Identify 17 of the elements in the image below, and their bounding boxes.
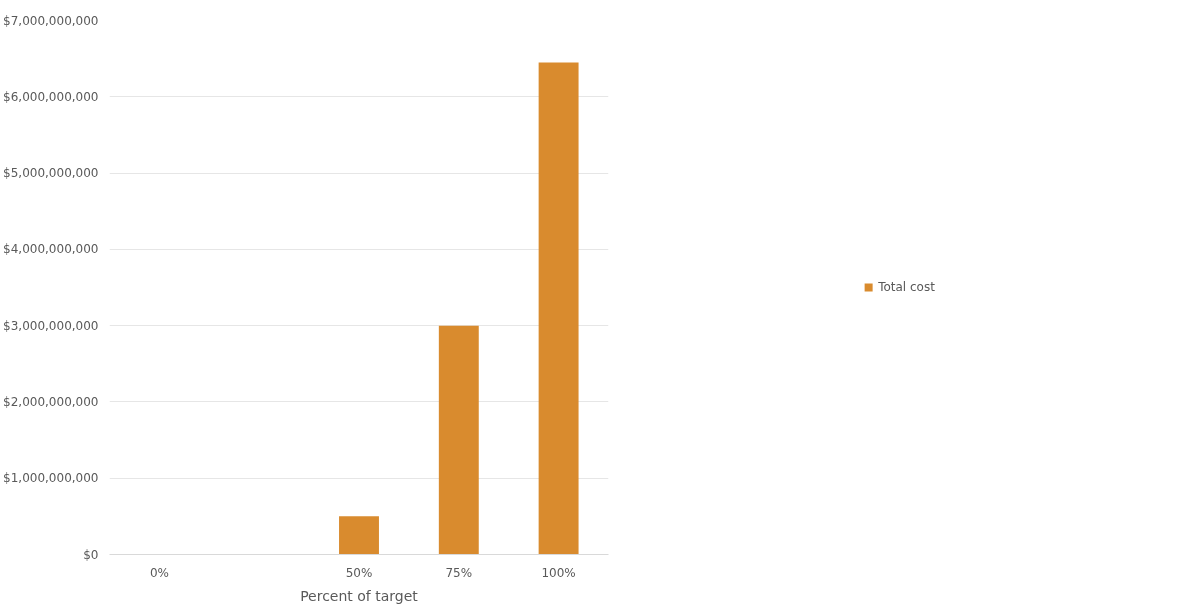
x-axis-title: Percent of target	[300, 587, 419, 604]
x-tick-label: 50%	[345, 565, 373, 580]
bar	[339, 516, 379, 555]
y-tick-label: $5,000,000,000	[3, 166, 99, 181]
y-tick-label: $0	[83, 547, 99, 562]
y-tick-label: $1,000,000,000	[3, 471, 99, 486]
x-tick-label: 0%	[149, 565, 169, 580]
bar	[438, 325, 479, 555]
bar	[538, 62, 579, 555]
legend-label: Total cost	[878, 280, 935, 294]
y-tick-label: $3,000,000,000	[3, 318, 99, 333]
y-tick-label: $6,000,000,000	[3, 89, 99, 104]
y-tick-label: $2,000,000,000	[3, 394, 99, 409]
x-tick-label: 75%	[445, 565, 473, 580]
x-tick-label: 100%	[541, 565, 576, 580]
y-tick-label: $4,000,000,000	[3, 242, 99, 257]
y-tick-label: $7,000,000,000	[3, 13, 99, 28]
